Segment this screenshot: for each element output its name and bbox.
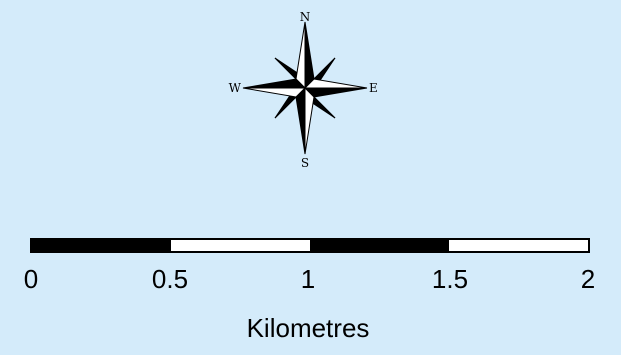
scale-bar-segment bbox=[171, 240, 310, 251]
scale-tick-label: 1 bbox=[300, 264, 316, 294]
point-s-right bbox=[295, 86, 306, 155]
compass-cardinal-points bbox=[242, 21, 368, 155]
scale-bar-segment bbox=[310, 240, 449, 251]
point-n-right bbox=[304, 21, 315, 90]
point-n-left bbox=[295, 21, 306, 90]
scale-bar-segment bbox=[32, 240, 171, 251]
point-s-left bbox=[304, 86, 315, 155]
compass-label-w: W bbox=[229, 81, 242, 95]
scale-tick-label: 2 bbox=[580, 264, 596, 294]
scale-tick-label: 0.5 bbox=[151, 264, 189, 294]
compass-label-s: S bbox=[301, 156, 309, 168]
scale-bar-segment bbox=[449, 240, 588, 251]
scale-tick-label: 0 bbox=[23, 264, 39, 294]
point-w-right bbox=[242, 78, 307, 89]
scale-units-label: Kilometres bbox=[246, 313, 370, 343]
point-e-right bbox=[303, 87, 368, 98]
compass-label-n: N bbox=[300, 10, 311, 24]
scale-bar bbox=[30, 238, 590, 253]
point-e-left bbox=[303, 78, 368, 89]
compass-rose-icon: N E S W bbox=[229, 10, 378, 168]
compass-label-e: E bbox=[369, 81, 378, 95]
scale-tick-label: 1.5 bbox=[431, 264, 469, 294]
point-w-left bbox=[242, 87, 307, 98]
